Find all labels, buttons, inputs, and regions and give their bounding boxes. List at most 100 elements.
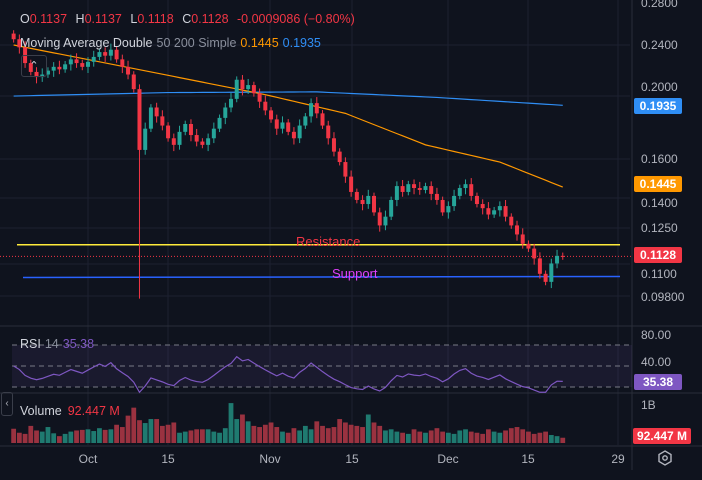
candle-body: [126, 66, 131, 75]
volume-bar: [514, 427, 520, 443]
price-tick: 0.2000: [641, 80, 678, 94]
candle-body: [57, 66, 62, 70]
candle-body: [51, 66, 56, 71]
candle-body: [86, 61, 90, 67]
candle-body: [211, 128, 216, 139]
candle-body: [532, 248, 537, 259]
candle-body: [457, 188, 462, 196]
volume-legend[interactable]: Volume 92.447 M: [20, 404, 120, 418]
time-tick: Oct: [78, 452, 98, 466]
volume-bar: [280, 431, 285, 443]
volume-bar: [520, 429, 526, 443]
candle-body: [11, 33, 16, 40]
support-line: [22, 275, 621, 279]
volume-bar: [423, 432, 428, 443]
candle-body: [331, 138, 336, 152]
volume-title: Volume: [20, 404, 62, 418]
volume-bar: [57, 436, 62, 443]
volume-bar: [217, 432, 222, 443]
candle-body: [394, 186, 399, 200]
candle-body: [320, 113, 325, 126]
candle-body: [200, 141, 205, 145]
volume-bar: [457, 430, 463, 443]
candle-body: [234, 79, 239, 99]
volume-bar: [205, 429, 211, 443]
volume-bar: [405, 433, 411, 443]
candle-body: [440, 199, 445, 213]
candle-body: [526, 243, 531, 249]
volume-bar: [91, 431, 97, 443]
chevron-up-icon[interactable]: ⌃: [21, 55, 47, 77]
ma-legend[interactable]: Moving Average Double 50 200 Simple 0.1445…: [20, 36, 321, 50]
open-value: 0.1137: [29, 12, 68, 26]
candle-body: [354, 191, 359, 200]
candle-body: [291, 131, 296, 139]
candle-body: [349, 176, 354, 192]
volume-bar: [554, 436, 560, 443]
volume-bar: [11, 428, 17, 443]
volume-bar: [468, 431, 474, 443]
ma-params: 50 200 Simple: [156, 36, 237, 50]
volume-bar: [200, 429, 205, 443]
volume-bar: [182, 431, 188, 443]
volume-value: 92.447 M: [67, 404, 120, 418]
volume-bar: [194, 429, 200, 443]
rsi-legend[interactable]: RSI 14 35.38: [20, 337, 94, 351]
rsi-tick: 80.00: [641, 328, 672, 342]
candle-body: [343, 162, 348, 177]
volume-bar: [171, 422, 177, 443]
volume-bar: [228, 403, 234, 443]
support-label: Support: [332, 266, 378, 281]
candle-body: [446, 206, 451, 213]
time-tick: 29: [611, 452, 625, 466]
candle-body: [274, 119, 279, 129]
candle-body: [177, 131, 182, 145]
volume-tag: 92.447 M: [633, 428, 691, 444]
volume-bar: [451, 433, 457, 443]
candle-body: [280, 122, 285, 129]
volume-tick: 1B: [641, 398, 656, 412]
volume-bar: [491, 431, 497, 443]
candle-body: [68, 59, 73, 65]
candle-body: [480, 204, 485, 209]
candle-body: [148, 107, 153, 129]
candle-body: [269, 110, 274, 120]
candle-body: [166, 125, 171, 139]
rsi-value: 35.38: [62, 337, 95, 351]
candle-body: [91, 56, 96, 62]
volume-bar: [371, 422, 377, 443]
ohlc-legend: O0.1137 H0.1137 L0.1118 C0.1128 -0.00090…: [20, 12, 360, 26]
low-label: L: [130, 12, 138, 26]
high-value: 0.1137: [84, 12, 122, 26]
resistance-label: Resistance: [296, 234, 361, 249]
volume-bar: [159, 425, 165, 443]
volume-bar: [257, 427, 262, 443]
candle-body: [463, 184, 468, 189]
last-price-tag: 0.1128: [634, 247, 682, 263]
settings-icon[interactable]: [657, 450, 673, 466]
volume-bar: [400, 432, 405, 443]
candle-body: [337, 151, 342, 163]
candle-body: [486, 208, 491, 215]
chevron-left-icon[interactable]: ‹: [1, 392, 13, 416]
volume-bar: [114, 424, 119, 443]
volume-bar: [320, 425, 325, 443]
volume-bar: [79, 429, 85, 443]
price-tick: 0.1400: [641, 196, 678, 210]
volume-bar: [62, 433, 68, 443]
candle-body: [154, 107, 159, 117]
time-tick: 15: [345, 452, 359, 466]
candle-body: [492, 210, 497, 215]
volume-bar: [125, 415, 131, 443]
volume-bar: [543, 431, 548, 443]
candle-body: [74, 59, 79, 64]
volume-bar: [331, 427, 337, 443]
change-value: -0.0009086 (−0.80%): [237, 12, 355, 26]
candle-body: [34, 71, 39, 78]
volume-bar: [417, 431, 423, 443]
volume-bar: [325, 428, 331, 443]
volume-bar: [486, 429, 491, 443]
volume-bar: [508, 428, 514, 443]
volume-bar: [297, 430, 303, 443]
